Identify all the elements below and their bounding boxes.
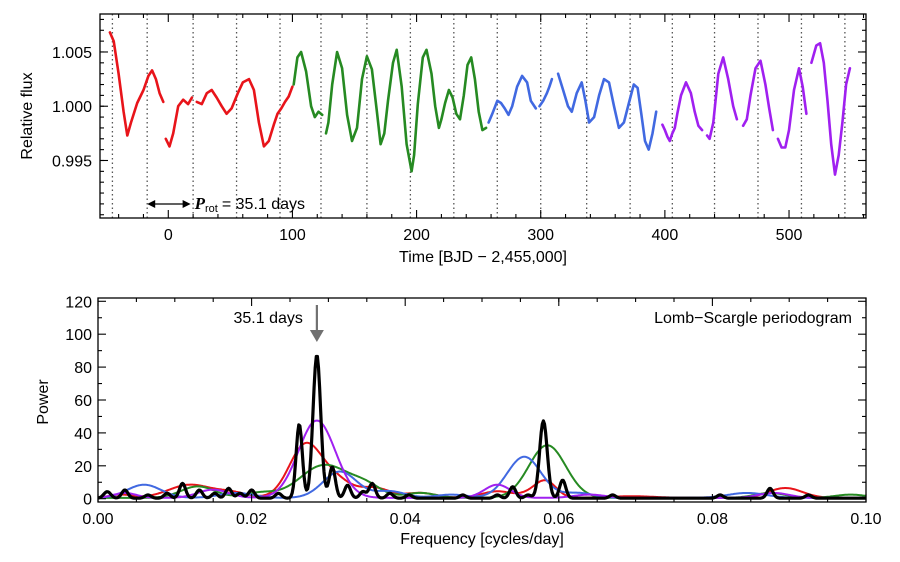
light-curve-frame (99, 13, 867, 219)
x-tick-label: 0.04 (390, 511, 421, 528)
y-tick-label: 80 (74, 360, 92, 377)
light-curve-segment (164, 96, 194, 148)
x-tick-label: 300 (527, 227, 554, 244)
periodogram-y-ticks: 0 20 40 60 80 100 120 (65, 294, 866, 509)
x-tick-label: 500 (776, 227, 803, 244)
light-curve-segment (661, 81, 704, 143)
rotation-period-annotation: Prot = 35.1 days (147, 194, 305, 215)
periodogram-panel: 0.00 0.02 0.04 0.06 0.08 0.10 0 20 40 60 80 100 120… (35, 294, 882, 548)
periodogram-series (98, 354, 867, 500)
x-tick-label: 200 (403, 227, 430, 244)
peak-period-label: 35.1 days (233, 310, 302, 327)
peak-arrow-head (309, 330, 324, 342)
y-tick-label: 20 (74, 459, 92, 476)
light-curve-segment (538, 77, 554, 108)
light-curve-segment (741, 59, 775, 132)
light-curve-segment (108, 31, 165, 137)
light-curve-y-ticks: 0.995 1.000 1.005 (52, 18, 866, 216)
light-curve-segment (776, 67, 808, 149)
y-tick-label: 0 (83, 492, 92, 509)
periodogram-x-axis-label: Frequency [cycles/day] (400, 531, 564, 548)
y-tick-label: 0.995 (52, 153, 92, 170)
x-tick-label: 0.08 (697, 511, 728, 528)
y-tick-label: 1.005 (52, 45, 92, 62)
periodogram-frame (97, 297, 867, 503)
light-curve-segment (292, 50, 324, 119)
light-curve-series (108, 31, 852, 176)
light-curve-x-ticks: 0 100 200 300 400 500 (118, 14, 865, 244)
x-tick-label: 400 (652, 227, 679, 244)
rotation-period-symbol: P (194, 194, 206, 213)
periodogram-curve (98, 419, 866, 499)
periodogram-y-axis-label: Power (35, 379, 52, 425)
y-tick-label: 1.000 (52, 99, 92, 116)
light-curve-segment (324, 48, 488, 173)
x-tick-label: 100 (279, 227, 306, 244)
x-tick-label: 0.10 (850, 511, 881, 528)
rotation-arrowhead-right (182, 200, 191, 208)
x-tick-label: 0.02 (236, 511, 267, 528)
light-curve-segment (556, 72, 658, 151)
light-curve-segment (705, 56, 739, 141)
y-tick-label: 40 (74, 426, 92, 443)
rotation-period-label: Prot = 35.1 days (194, 194, 305, 215)
periodogram-x-ticks: 0.00 0.02 0.04 0.06 0.08 0.10 (82, 298, 882, 528)
light-curve-x-axis-label: Time [BJD − 2,455,000] (399, 249, 567, 266)
x-tick-label: 0.00 (82, 511, 113, 528)
y-tick-label: 100 (65, 327, 92, 344)
light-curve-panel: 0 100 200 300 400 500 0.995 1.000 1.005 Time [B… (19, 13, 867, 266)
y-tick-label: 60 (74, 393, 92, 410)
light-curve-y-axis-label: Relative flux (19, 72, 36, 159)
y-tick-label: 120 (65, 294, 92, 311)
rotation-arrowhead-left (147, 200, 156, 208)
periodogram-curve (98, 354, 867, 500)
x-tick-label: 0.06 (543, 511, 574, 528)
x-tick-label: 0 (164, 227, 173, 244)
periodogram-title-annotation: Lomb−Scargle periodogram (654, 310, 852, 327)
light-curve-segment (195, 77, 294, 148)
rotation-period-value: = 35.1 days (222, 196, 305, 213)
light-curve-segment (487, 74, 538, 124)
light-curve-segment (810, 42, 852, 176)
rotation-period-subscript: rot (205, 203, 218, 215)
